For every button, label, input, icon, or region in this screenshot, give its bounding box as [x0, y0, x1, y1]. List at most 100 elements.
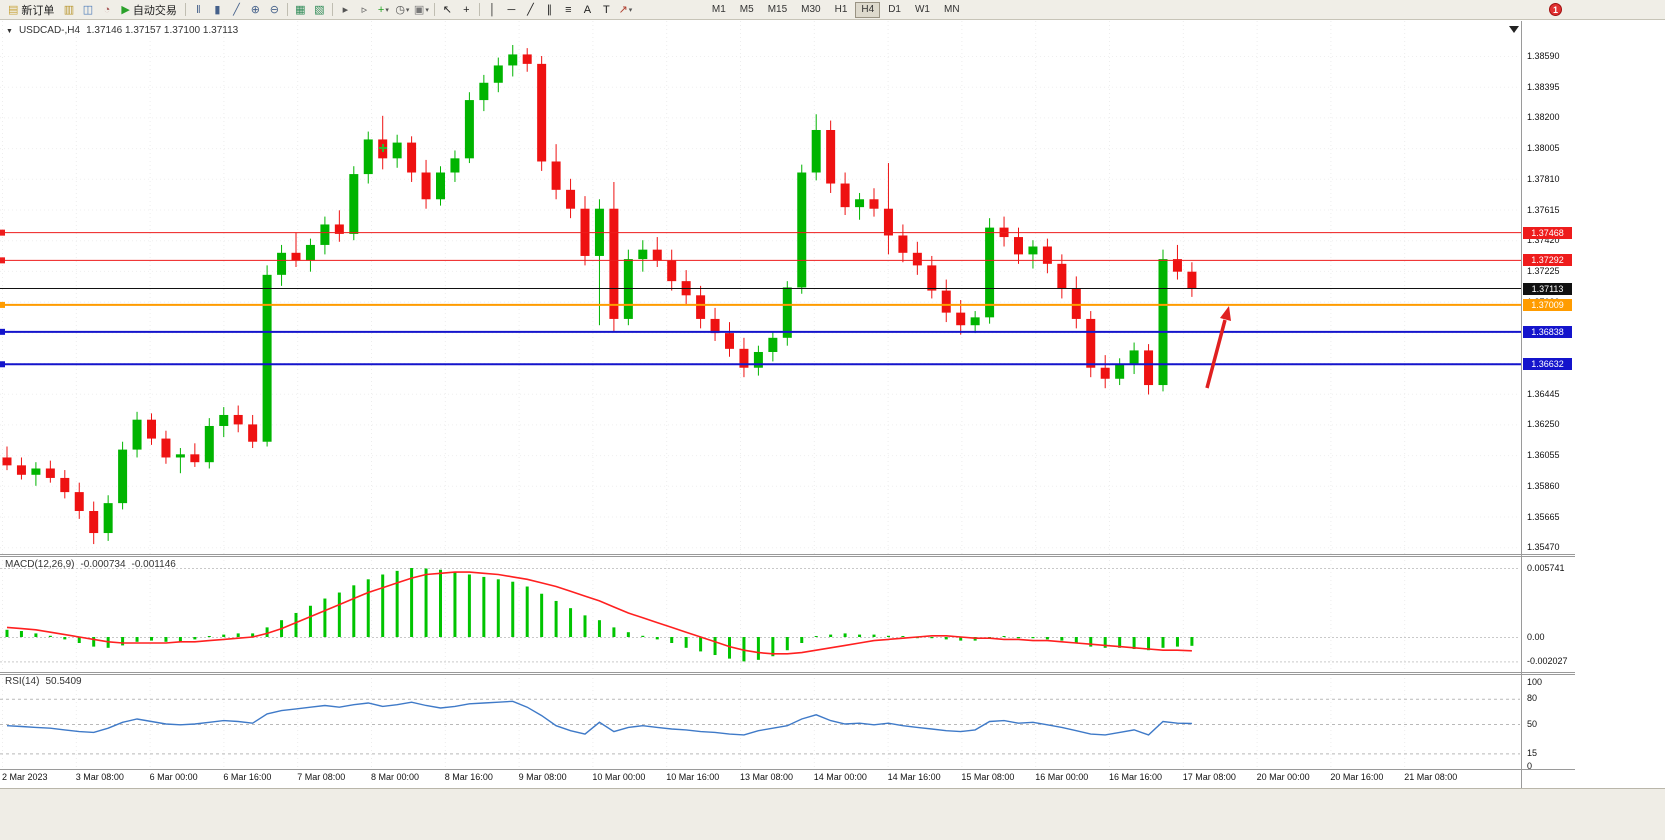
chevron-down-icon: ▾	[405, 6, 410, 14]
time-axis-label: 6 Mar 00:00	[149, 772, 198, 782]
candle	[522, 48, 532, 72]
candle	[927, 255, 937, 299]
zoom-out-icon[interactable]: ⊖	[265, 2, 284, 18]
candle	[450, 150, 460, 182]
time-axis-label: 13 Mar 08:00	[740, 772, 794, 782]
time-axis-label: 6 Mar 16:00	[223, 772, 272, 782]
chevron-down-icon[interactable]	[6, 25, 13, 36]
candle	[1086, 311, 1096, 378]
chart-shift-icon[interactable]: ▹	[355, 2, 374, 18]
candle	[999, 216, 1009, 247]
arrows-icon[interactable]: ↗ ▾	[616, 2, 635, 18]
chevron-down-icon: ▾	[628, 6, 633, 14]
main-chart	[0, 21, 1575, 555]
trendline-icon[interactable]: ╱	[521, 2, 540, 18]
timeframe-m15[interactable]: M15	[767, 3, 788, 15]
templates-icon-glyph-icon: ▣	[413, 4, 425, 16]
cursor-icon[interactable]: ↖	[438, 2, 457, 18]
bottom-strip	[0, 788, 1665, 840]
line-chart-icon-glyph-icon: ╱	[233, 4, 240, 16]
timeframe-mn[interactable]: MN	[943, 3, 960, 15]
new-chart-icon[interactable]: ▧	[310, 2, 329, 18]
candle	[1100, 355, 1110, 389]
new-order-button[interactable]: ▤ 新订单	[3, 2, 59, 18]
candle	[1158, 249, 1168, 392]
text-icon[interactable]: A	[578, 2, 597, 18]
autotrading-button[interactable]: ▶ 自动交易	[116, 2, 181, 18]
rsi-title: RSI(14)	[5, 676, 40, 687]
price-axis-label: 1.38200	[1527, 112, 1560, 123]
candle	[407, 136, 417, 182]
candle	[1014, 227, 1023, 264]
chart-shift-marker[interactable]	[1509, 26, 1519, 33]
tile-windows-icon[interactable]: ▦	[291, 2, 310, 18]
fibonacci-icon[interactable]: ≡	[559, 2, 578, 18]
current-price-tag: 1.37113	[1523, 282, 1572, 295]
hline-price-tag: 1.36632	[1523, 358, 1572, 371]
candle	[378, 115, 388, 170]
auto-scroll-icon[interactable]: ▸	[336, 2, 355, 18]
macd-value-signal: -0.001146	[131, 559, 176, 570]
timeframe-d1[interactable]: D1	[888, 3, 901, 15]
crosshair-icon[interactable]: +	[457, 2, 476, 18]
candle	[147, 413, 156, 445]
hline-left-marker	[0, 361, 5, 368]
chart-title-bar: USDCAD-,H4 1.37146 1.37157 1.37100 1.371…	[6, 25, 238, 36]
periods-icon[interactable]: ◷ ▾	[393, 2, 412, 18]
candle	[898, 224, 908, 263]
trendline-icon-glyph-icon: ╱	[527, 4, 534, 16]
candle	[609, 181, 619, 332]
vertical-line-icon[interactable]: │	[483, 2, 502, 18]
timeframe-m30[interactable]: M30	[801, 3, 821, 15]
notification-badge[interactable]: 1	[1549, 3, 1562, 16]
charts-icon-glyph-icon: ▥	[63, 4, 75, 16]
equidistant-channel-icon[interactable]: ∥	[540, 2, 559, 18]
rsi-value: 50.5409	[45, 676, 82, 687]
profiles-icon[interactable]: ◫	[78, 2, 97, 18]
zoom-in-icon[interactable]: ⊕	[246, 2, 265, 18]
macd-title: MACD(12,26,9)	[5, 559, 75, 570]
candle	[667, 249, 677, 291]
timeframe-m5[interactable]: M5	[739, 3, 754, 15]
macd-axis-label: -0.002027	[1527, 656, 1568, 667]
timeframe-m1[interactable]: M1	[711, 3, 726, 15]
timeframe-h4[interactable]: H4	[855, 1, 881, 18]
candle	[840, 172, 850, 216]
rsi-axis-label: 80	[1527, 693, 1538, 704]
bar-chart-icon[interactable]: ‖	[189, 2, 208, 18]
line-chart-icon[interactable]: ╱	[227, 2, 246, 18]
price-axis-label: 1.35860	[1527, 480, 1560, 491]
new-order-glyph-icon: ▤	[8, 4, 19, 16]
time-axis-label: 2 Mar 2023	[2, 772, 48, 782]
time-axis-label: 10 Mar 00:00	[592, 772, 646, 782]
time-axis-label: 10 Mar 16:00	[666, 772, 720, 782]
charts-icon[interactable]: ▥	[59, 2, 78, 18]
indicators-icon-glyph-icon: +	[377, 3, 385, 16]
market-watch-icon[interactable]: ◔	[97, 2, 116, 18]
hline-left-marker	[0, 301, 5, 308]
candle	[1187, 262, 1197, 297]
candlestick-chart-icon[interactable]: ▮	[208, 2, 227, 18]
horizontal-line-icon[interactable]: ─	[502, 2, 521, 18]
time-axis-label: 20 Mar 16:00	[1330, 772, 1384, 782]
timeframe-w1[interactable]: W1	[914, 3, 930, 15]
time-axis-label: 9 Mar 08:00	[518, 772, 567, 782]
indicators-icon[interactable]: + ▾	[374, 2, 393, 18]
candle	[970, 311, 980, 334]
candle	[710, 307, 720, 341]
candle	[190, 443, 200, 467]
chart-symbol-title: USDCAD-,H4	[18, 25, 81, 36]
timeframe-h1[interactable]: H1	[834, 3, 848, 15]
candle	[623, 249, 633, 326]
price-axis-label: 1.35470	[1527, 542, 1560, 553]
plus-marker	[379, 144, 387, 152]
candle	[652, 237, 662, 267]
candle	[681, 270, 691, 305]
price-axis-label: 1.35665	[1527, 511, 1560, 522]
candle	[768, 331, 778, 362]
arrow-annotation[interactable]	[1205, 306, 1231, 389]
text-label-icon[interactable]: T	[597, 2, 616, 18]
rsi-axis-label: 100	[1527, 676, 1543, 687]
templates-icon[interactable]: ▣ ▾	[412, 2, 431, 18]
